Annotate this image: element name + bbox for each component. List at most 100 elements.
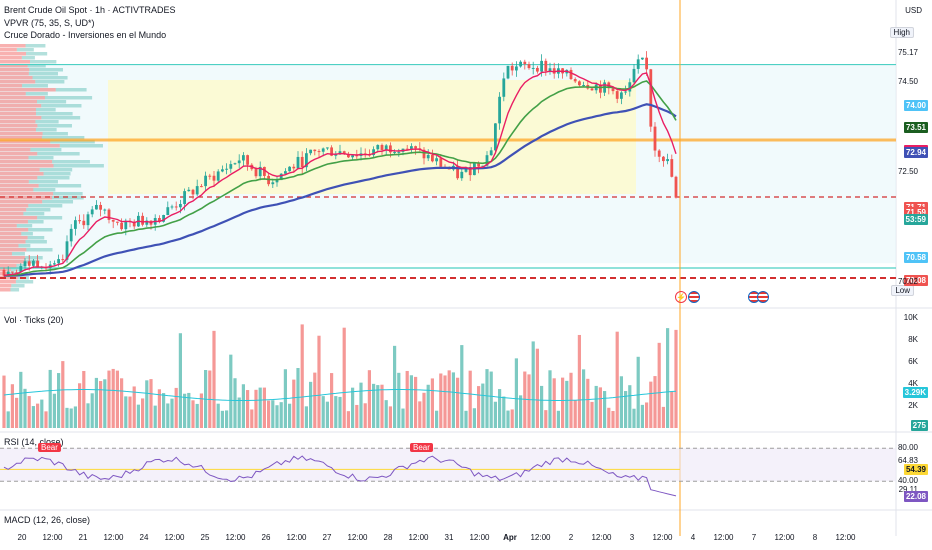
candle-body [380, 144, 384, 151]
date-axis-tick: 12:00 [774, 533, 795, 542]
vpvr-bar-buy [10, 268, 24, 272]
vpvr-indicator-label[interactable]: VPVR (75, 35, S, UD*) [4, 18, 95, 28]
vpvr-bar-buy [27, 236, 45, 240]
candle-body [468, 167, 472, 176]
volume-bar [477, 386, 481, 428]
us-flag-icon[interactable] [757, 291, 769, 303]
low-label: Low [891, 285, 914, 296]
candle-body [27, 261, 31, 266]
us-flag-icon[interactable] [688, 291, 700, 303]
candle-body [32, 260, 35, 266]
volume-bar [535, 348, 539, 428]
candle-body [489, 150, 493, 156]
volume-bar [174, 387, 178, 428]
candle-body [460, 171, 464, 179]
flash-event-icon[interactable]: ⚡ [675, 291, 687, 303]
symbol-title[interactable]: Brent Crude Oil Spot · 1h · ACTIVTRADES [4, 5, 176, 15]
vpvr-bar-buy [18, 244, 31, 248]
candle-body [569, 69, 573, 80]
vpvr-bar-sell [0, 84, 23, 88]
volume-bar [649, 381, 653, 428]
candle-body [313, 149, 317, 152]
vpvr-bar-buy [41, 104, 82, 108]
macd-pane-label[interactable]: MACD (12, 26, close) [4, 515, 91, 525]
price-axis-tick: 72.50 [897, 166, 918, 176]
volume-bar [527, 374, 531, 428]
candle-body [191, 189, 195, 195]
candle-body [620, 92, 623, 99]
date-axis-tick: 12:00 [225, 533, 246, 542]
vpvr-bar-sell [0, 252, 12, 256]
volume-bar [636, 356, 640, 428]
volume-bar [666, 328, 670, 428]
volume-bar [44, 411, 48, 428]
candle-body [519, 61, 522, 67]
price-axis-tick: 73.51 [903, 121, 928, 133]
candle-body [653, 126, 657, 151]
date-axis-tick: 27 [322, 533, 332, 542]
vpvr-bar-buy [28, 156, 54, 160]
candle-body [275, 180, 279, 183]
candle-body [65, 241, 69, 260]
vpvr-bar-buy [36, 112, 73, 116]
date-axis-tick: 12:00 [103, 533, 124, 542]
vpvr-bar-buy [35, 80, 65, 84]
volume-bar [103, 379, 107, 428]
volume-bar [498, 389, 502, 428]
rsi-axis-tick: 40.00 [897, 476, 918, 486]
vpvr-bar-buy [29, 68, 63, 72]
vpvr-bar-sell [0, 148, 31, 152]
volume-bar [136, 404, 140, 428]
currency-label[interactable]: USD [905, 6, 922, 15]
vpvr-bar-sell [0, 268, 11, 272]
volume-bar [309, 381, 313, 428]
candle-body [431, 154, 434, 162]
volume-bar [23, 388, 27, 428]
custom-indicator-label[interactable]: Cruce Dorado - Inversiones en el Mundo [4, 30, 167, 40]
volume-bar [10, 384, 14, 428]
vpvr-bar-sell [0, 60, 30, 64]
volume-bar [346, 411, 350, 428]
volume-bar [544, 410, 548, 428]
volume-bar [338, 396, 342, 428]
vpvr-bar-buy [23, 212, 45, 216]
price-axis-tick: 74.50 [897, 77, 918, 87]
vpvr-bar-sell [0, 256, 26, 260]
volume-bar [384, 400, 388, 428]
rsi-line [3, 455, 677, 497]
volume-bar [598, 387, 602, 428]
volume-bar [603, 391, 607, 428]
vpvr-bar-sell [0, 232, 22, 236]
vpvr-bar-buy [32, 76, 68, 80]
vpvr-bar-buy [37, 216, 63, 220]
vpvr-bar-sell [0, 192, 54, 196]
candle-body [355, 155, 359, 157]
volume-axis-tick: 3.29K [902, 386, 928, 398]
vpvr-bar-buy [28, 228, 53, 232]
candle-body [674, 176, 678, 198]
price-axis-tick: 70.58 [903, 252, 928, 264]
vpvr-bar-sell [0, 276, 18, 280]
volume-bar [233, 378, 237, 428]
candle-body [82, 220, 86, 226]
volume-bar [254, 389, 258, 428]
rsi-pane-label[interactable]: RSI (14, close) [4, 437, 64, 447]
volume-bar [426, 384, 430, 428]
volume-bar [674, 329, 678, 428]
date-axis-tick: 12:00 [164, 533, 185, 542]
volume-bar [296, 368, 300, 428]
candle-body [183, 191, 186, 205]
vpvr-bar-sell [0, 128, 36, 132]
volume-bar [229, 354, 233, 428]
candle-body [506, 65, 510, 79]
candle-body [179, 204, 182, 208]
candle-body [636, 59, 640, 69]
vpvr-bar-sell [0, 220, 28, 224]
vpvr-bar-sell [0, 188, 34, 192]
candle-body [86, 214, 90, 226]
candle-body [494, 123, 497, 151]
volume-pane-label[interactable]: Vol · Ticks (20) [4, 315, 64, 325]
volume-bar [573, 400, 577, 428]
vpvr-bar-sell [0, 116, 42, 120]
